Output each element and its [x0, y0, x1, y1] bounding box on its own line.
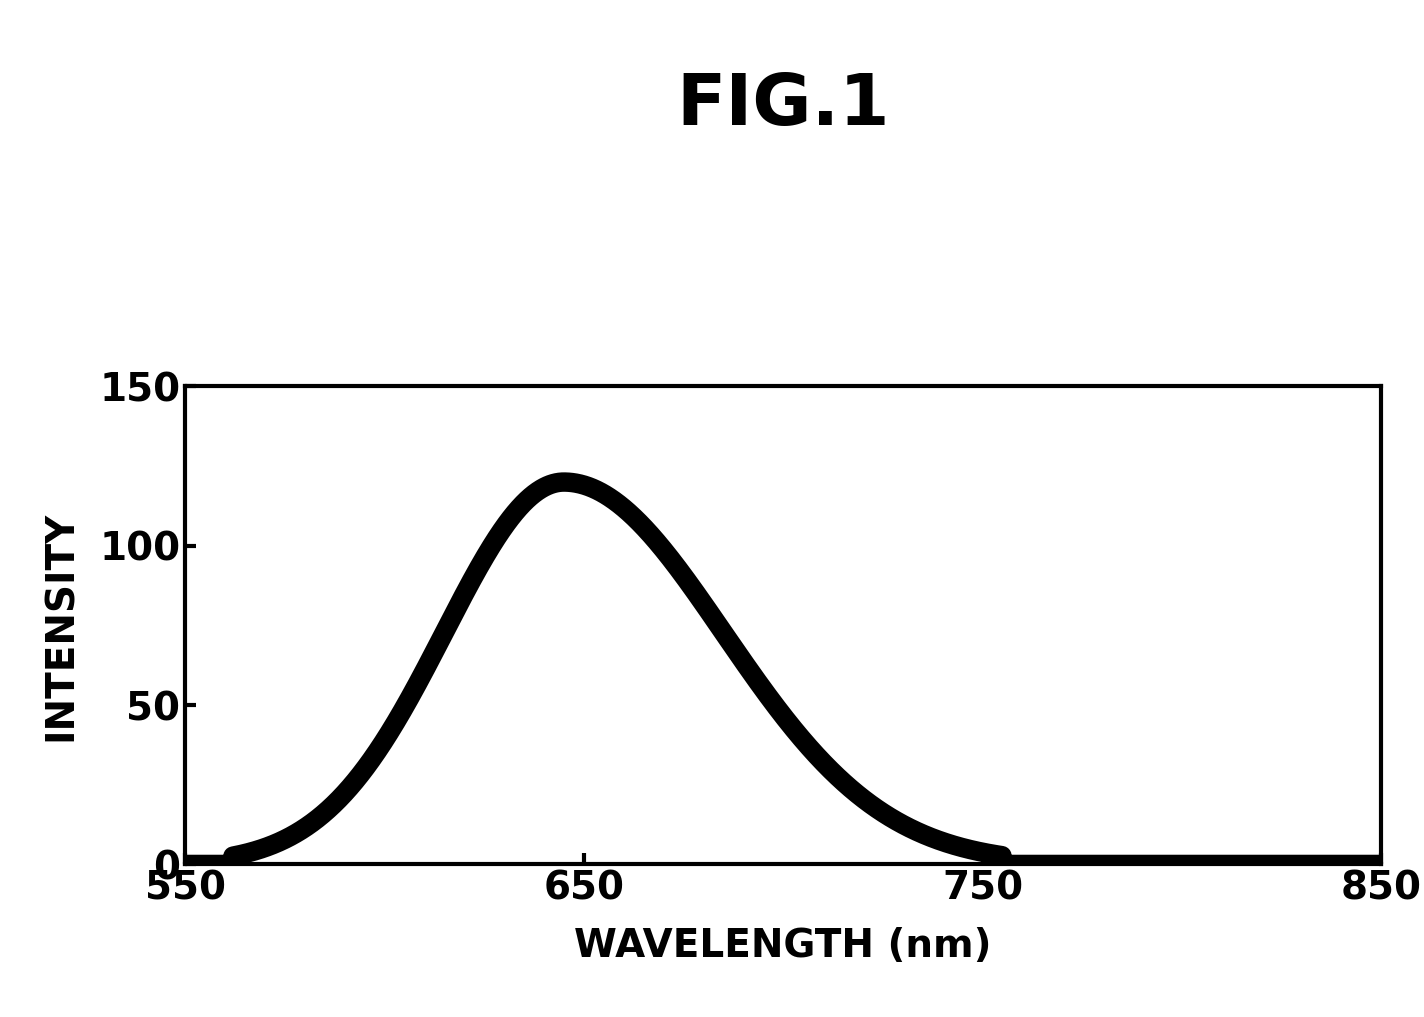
Text: FIG.1: FIG.1	[676, 71, 890, 140]
X-axis label: WAVELENGTH (nm): WAVELENGTH (nm)	[574, 926, 993, 965]
Y-axis label: INTENSITY: INTENSITY	[41, 511, 80, 740]
